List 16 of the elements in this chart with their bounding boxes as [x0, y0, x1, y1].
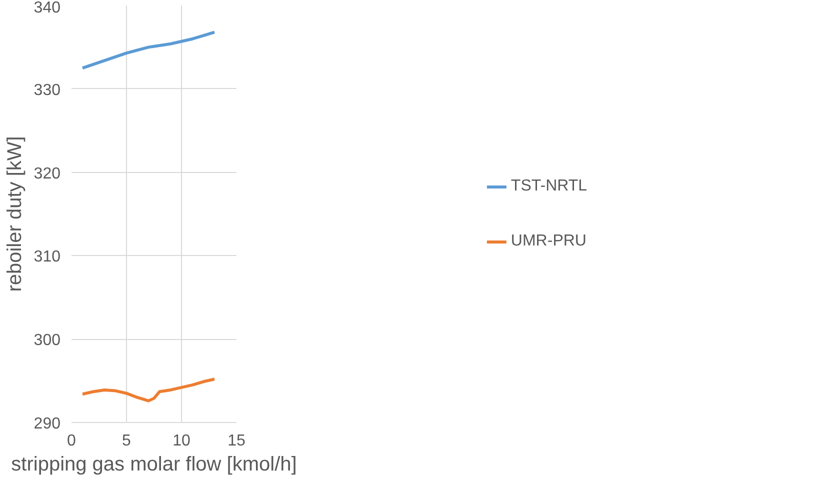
y-tick-label: 320 — [34, 165, 61, 182]
y-axis-title: reboiler duty [kW] — [4, 136, 26, 292]
x-tick-label: 5 — [122, 432, 132, 450]
y-tick-label: 290 — [34, 416, 61, 432]
line-series — [81, 30, 216, 70]
x-tick-label: 15 — [228, 432, 246, 450]
x-axis-title: stripping gas molar flow [kmol/h] — [11, 454, 297, 476]
x-tick-label: 10 — [172, 432, 190, 450]
y-tick-label: 330 — [34, 82, 61, 99]
legend-label: UMR-PRU — [510, 232, 586, 250]
x-tick-label: 0 — [67, 432, 76, 450]
legend-label: TST-NRTL — [510, 177, 588, 195]
y-tick-label: 340 — [34, 0, 61, 16]
y-tick-label: 310 — [34, 248, 61, 266]
line-series — [81, 378, 216, 402]
y-tick-label: 300 — [34, 332, 61, 350]
